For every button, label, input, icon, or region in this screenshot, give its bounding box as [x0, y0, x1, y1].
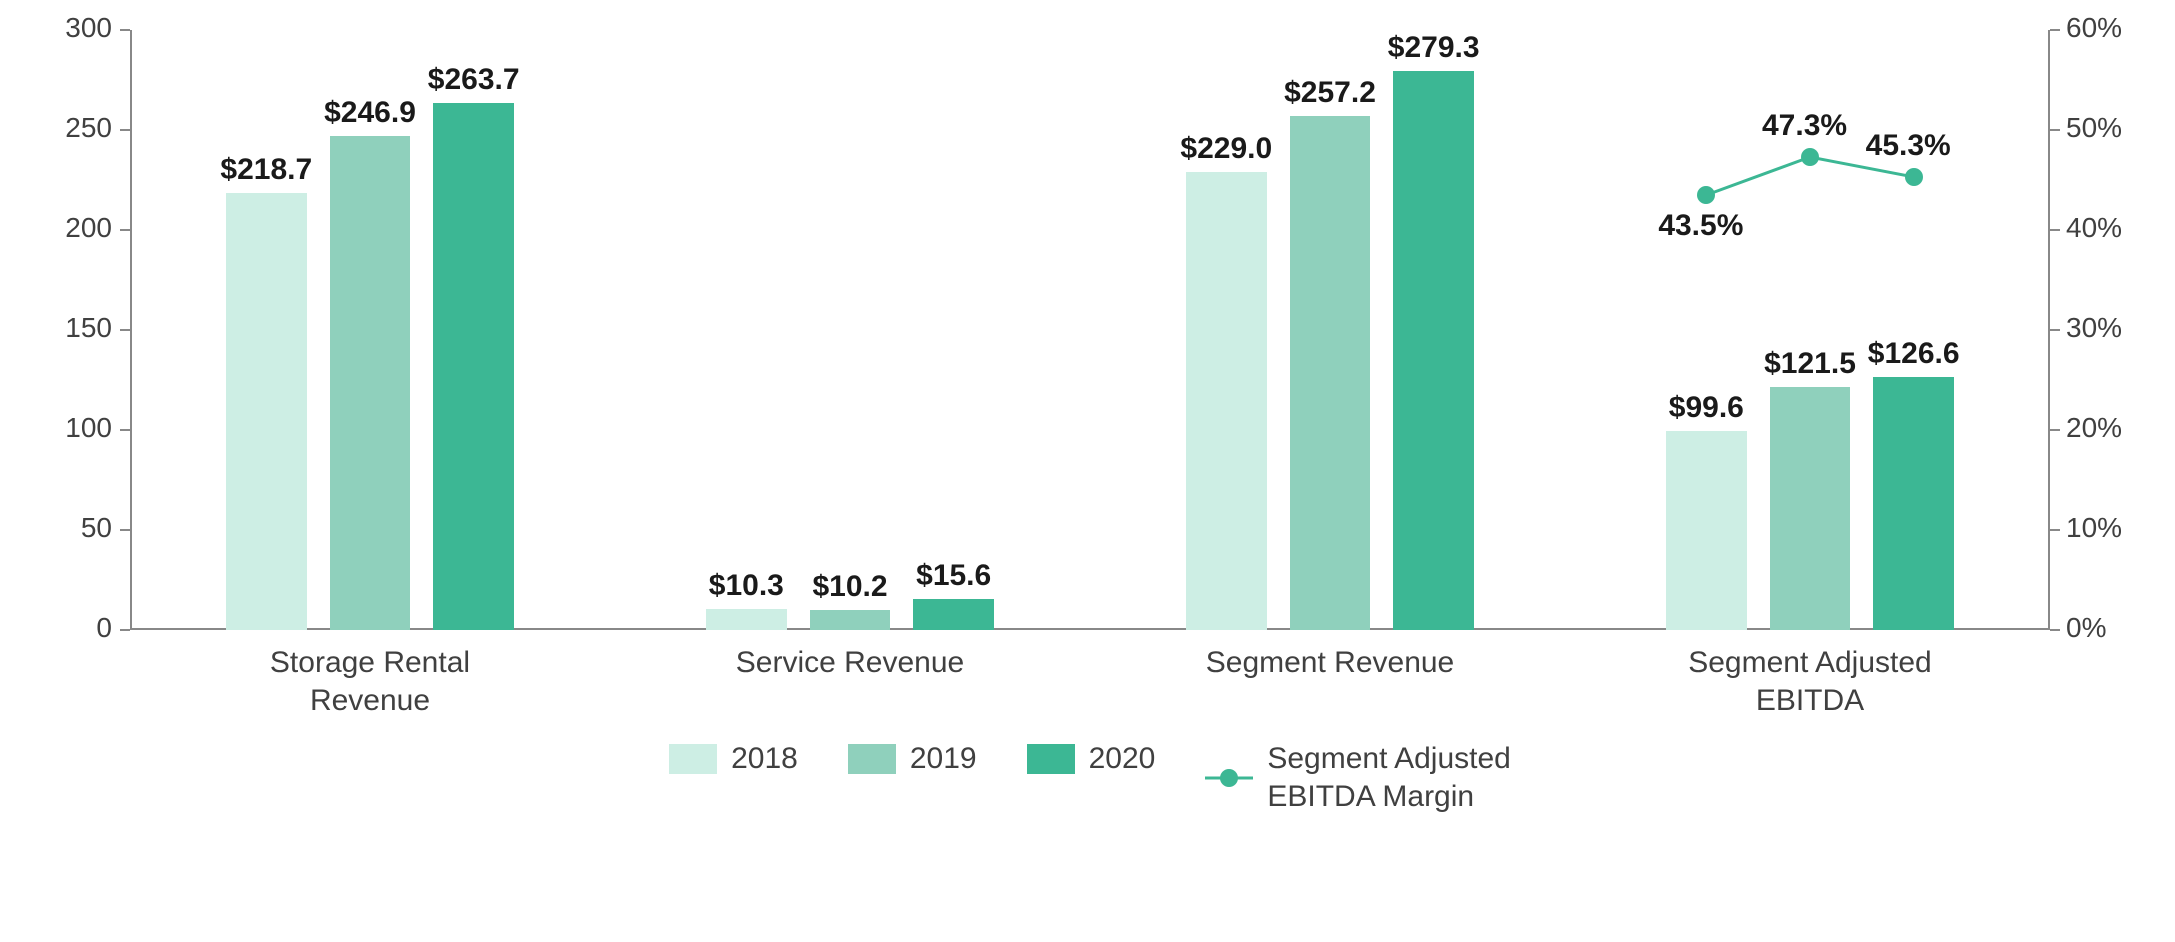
legend-swatch: [1027, 744, 1075, 774]
legend-swatch: [848, 744, 896, 774]
category-label: Segment Adjusted EBITDA: [1600, 644, 2020, 719]
ebitda-margin-label: 47.3%: [1762, 109, 1847, 143]
legend-label: 2020: [1089, 740, 1156, 778]
legend-item: 2020: [1027, 740, 1156, 778]
ebitda-margin-label: 43.5%: [1658, 209, 1743, 243]
legend-line-marker: [1205, 763, 1253, 793]
legend-item: 2019: [848, 740, 977, 778]
category-label: Segment Revenue: [1120, 644, 1540, 682]
category-label: Storage Rental Revenue: [160, 644, 580, 719]
y-right-tick-label: 40%: [2066, 212, 2122, 244]
bar-value-label: $257.2: [1284, 76, 1376, 110]
y-right-tick-label: 0%: [2066, 612, 2106, 644]
bar: [226, 193, 307, 630]
y-right-tick-label: 50%: [2066, 112, 2122, 144]
bar: [1770, 387, 1851, 630]
bar-value-label: $218.7: [220, 153, 312, 187]
bar-value-label: $263.7: [428, 63, 520, 97]
bar: [1666, 431, 1747, 630]
legend-item: Segment Adjusted EBITDA Margin: [1205, 740, 1511, 815]
legend-label: Segment Adjusted EBITDA Margin: [1267, 740, 1511, 815]
ebitda-margin-marker: [1697, 186, 1715, 204]
legend-swatch: [669, 744, 717, 774]
y-left-tick-label: 250: [0, 112, 112, 144]
ebitda-margin-marker: [1905, 168, 1923, 186]
y-left-tick-label: 100: [0, 412, 112, 444]
category-label: Service Revenue: [640, 644, 1060, 682]
bar: [330, 136, 411, 630]
bar-value-label: $10.3: [709, 569, 784, 603]
bar-value-label: $121.5: [1764, 347, 1856, 381]
revenue-ebitda-chart: $218.7 $246.9 $263.7 $10.3 $10.2 $15.6 $229.0 $…: [0, 0, 2175, 942]
legend-label: 2019: [910, 740, 977, 778]
ebitda-margin-label: 45.3%: [1866, 129, 1951, 163]
plot-area: $218.7 $246.9 $263.7 $10.3 $10.2 $15.6 $229.0 $…: [130, 30, 2050, 630]
legend-item: 2018: [669, 740, 798, 778]
bar: [810, 610, 891, 630]
ebitda-margin-marker: [1801, 148, 1819, 166]
bar: [1393, 71, 1474, 630]
y-left-tick-label: 0: [0, 612, 112, 644]
bar: [913, 599, 994, 630]
bar: [1186, 172, 1267, 630]
bar-value-label: $229.0: [1180, 132, 1272, 166]
bar: [1873, 377, 1954, 630]
bar-value-label: $10.2: [812, 570, 887, 604]
bar-value-label: $246.9: [324, 96, 416, 130]
bar-value-label: $279.3: [1388, 31, 1480, 65]
legend-label: 2018: [731, 740, 798, 778]
y-right-tick-label: 30%: [2066, 312, 2122, 344]
y-right-tick-label: 60%: [2066, 12, 2122, 44]
bar: [1290, 116, 1371, 630]
y-left-tick-label: 200: [0, 212, 112, 244]
y-right-tick-label: 20%: [2066, 412, 2122, 444]
y-left-tick-label: 300: [0, 12, 112, 44]
y-right-tick-label: 10%: [2066, 512, 2122, 544]
y-left-tick-label: 50: [0, 512, 112, 544]
bar-value-label: $126.6: [1868, 337, 1960, 371]
bar-value-label: $99.6: [1669, 391, 1744, 425]
bar-value-label: $15.6: [916, 559, 991, 593]
bar: [433, 103, 514, 630]
y-left-tick-label: 150: [0, 312, 112, 344]
bar: [706, 609, 787, 630]
legend: 2018 2019 2020 Segment Adjusted EBITDA Marg…: [450, 740, 1730, 815]
